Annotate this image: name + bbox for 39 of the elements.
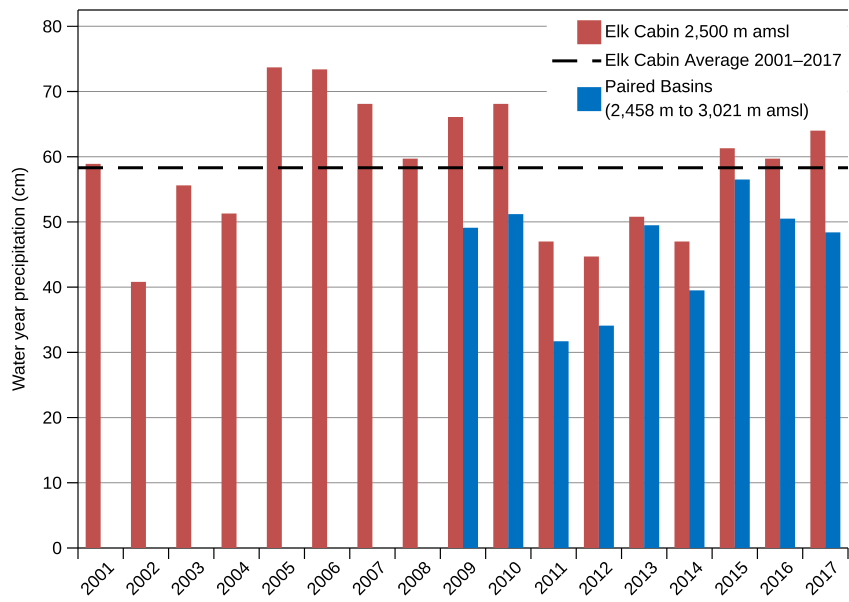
legend-label: Elk Cabin 2,500 m amsl: [606, 24, 788, 40]
y-tick-label: 40: [42, 280, 62, 294]
y-tick-label: 70: [43, 85, 62, 98]
y-tick-label: 30: [43, 346, 62, 359]
bar: [312, 69, 328, 548]
bar: [674, 241, 690, 548]
bar: [598, 326, 614, 548]
y-tick-label: 50: [43, 216, 62, 228]
bar: [554, 341, 569, 548]
bar: [86, 164, 101, 548]
y-tick-label: 10: [44, 476, 62, 489]
bar: [538, 241, 554, 548]
bar: [222, 213, 237, 548]
bar: [734, 180, 750, 548]
y-tick-label: 20: [43, 411, 62, 424]
bar: [176, 185, 192, 548]
bar: [810, 130, 826, 548]
bar: [629, 216, 644, 548]
bar: [130, 282, 146, 548]
y-tick-label: 80: [43, 20, 62, 32]
bar: [780, 218, 796, 548]
y-tick-label: 60: [43, 150, 62, 163]
bar: [584, 256, 599, 548]
bar: [357, 104, 372, 548]
legend-label: Paired Basins (2,458 m to 3,021 m amsl): [606, 79, 808, 120]
bar: [402, 158, 418, 548]
bar: [720, 148, 735, 548]
bar: [689, 290, 704, 548]
bar: [266, 67, 282, 548]
bar: [644, 225, 660, 548]
legend-label: Elk Cabin Average 2001–2017: [606, 53, 841, 70]
y-tick-label: 0: [52, 542, 62, 554]
bar: [448, 116, 464, 548]
y-axis-title: Water year precipitation (cm): [12, 168, 28, 391]
bar: [493, 104, 508, 548]
bar: [508, 214, 524, 548]
bar: [463, 228, 478, 548]
bar: [765, 158, 780, 548]
bar: [825, 232, 840, 548]
